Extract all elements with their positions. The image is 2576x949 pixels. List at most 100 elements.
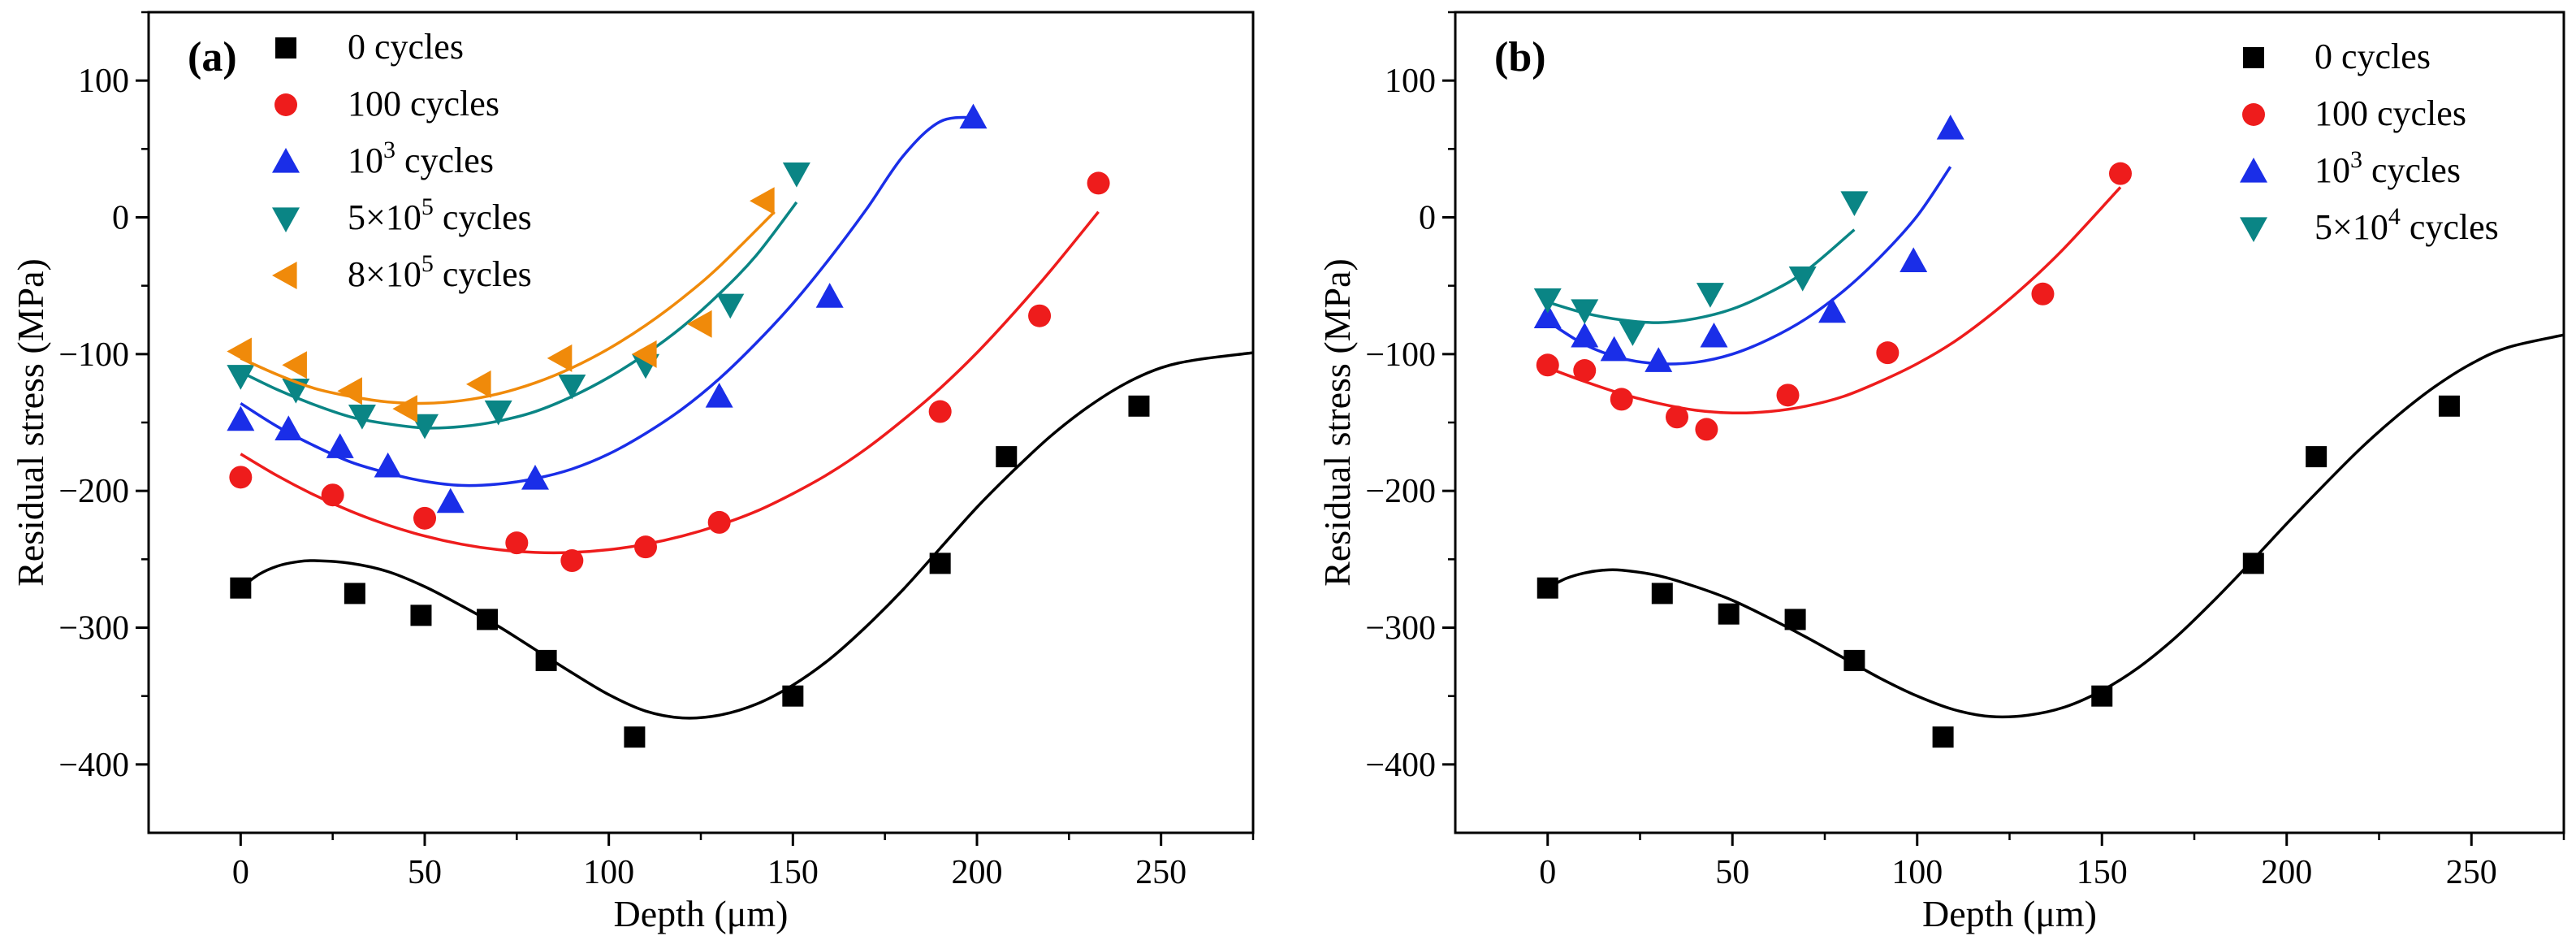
data-point xyxy=(484,400,512,426)
data-point xyxy=(1818,297,1847,323)
series-1 xyxy=(229,171,1110,573)
data-point xyxy=(230,577,252,599)
data-point xyxy=(227,337,252,366)
x-axis-title: Depth (μm) xyxy=(1922,893,2097,934)
data-point xyxy=(560,549,584,573)
legend-marker xyxy=(272,207,300,232)
data-point xyxy=(411,414,439,440)
legend-marker xyxy=(2240,158,2267,183)
data-point xyxy=(1843,649,1865,671)
data-point xyxy=(326,433,354,458)
data-point xyxy=(348,404,376,430)
x-tick-label: 200 xyxy=(2261,854,2312,891)
data-point xyxy=(1718,603,1740,625)
data-point xyxy=(782,162,810,188)
data-point xyxy=(227,365,255,390)
fit-line xyxy=(240,210,776,405)
data-point xyxy=(1666,405,1688,429)
data-point xyxy=(410,604,432,626)
data-point xyxy=(928,400,952,423)
data-point xyxy=(1537,577,1558,599)
legend-entry: 103 cycles xyxy=(348,136,494,180)
x-tick-label: 50 xyxy=(1715,854,1749,891)
data-point xyxy=(624,726,646,748)
chart-panel-b: 0 50 100 150 200 250 100 0 −100 −200 −300 −400 Depth… xyxy=(1316,11,2565,934)
data-point xyxy=(996,446,1018,468)
data-point xyxy=(1028,304,1052,327)
y-tick-label: −100 xyxy=(1365,336,1436,374)
legend-marker xyxy=(275,37,296,58)
legend: 0 cycles 100 cycles 103 cycles 5×104 cycles xyxy=(2240,37,2499,247)
series-3 xyxy=(1533,191,1869,346)
data-point xyxy=(558,374,586,400)
data-point xyxy=(1645,347,1673,372)
data-point xyxy=(1573,359,1597,383)
data-point xyxy=(687,310,712,338)
x-tick-label: 150 xyxy=(2077,854,2128,891)
data-point xyxy=(1536,353,1559,377)
y-tick-label: 0 xyxy=(112,200,129,237)
data-point xyxy=(547,344,573,372)
data-point xyxy=(1700,322,1728,348)
data-point xyxy=(1696,283,1724,308)
data-point xyxy=(1900,247,1928,272)
data-point xyxy=(716,293,745,319)
data-point xyxy=(521,465,549,490)
data-point xyxy=(1840,191,1869,216)
y-tick-label: −300 xyxy=(58,610,129,648)
data-point xyxy=(1533,303,1562,328)
data-point xyxy=(2438,395,2460,417)
data-point xyxy=(344,583,365,604)
data-point xyxy=(229,466,253,489)
data-point xyxy=(413,506,436,530)
data-point xyxy=(477,609,499,630)
data-point xyxy=(959,103,988,129)
plot-frame xyxy=(1454,11,2565,834)
chart-panel-a: 0 50 100 150 200 250 100 0 −100 −200 −300 −400 Depth… xyxy=(10,11,1255,934)
y-tick-label: −400 xyxy=(58,747,129,784)
x-axis-title: Depth (μm) xyxy=(614,893,789,934)
data-point xyxy=(705,383,733,408)
legend-entry: 100 cycles xyxy=(348,84,499,124)
data-point xyxy=(321,483,344,507)
panel-label: (a) xyxy=(188,34,237,80)
data-point xyxy=(392,395,417,423)
series-1 xyxy=(1536,162,2132,441)
data-point xyxy=(1695,418,1718,441)
data-point xyxy=(1619,321,1647,346)
plot-frame xyxy=(147,11,1255,834)
x-tick-label: 0 xyxy=(1539,854,1556,891)
series-2 xyxy=(1533,115,1964,372)
x-tick-label: 250 xyxy=(2446,854,2497,891)
fit-line xyxy=(1546,166,1952,366)
data-point xyxy=(2306,446,2327,468)
x-tick-label: 200 xyxy=(952,854,1003,891)
y-axis-title: Residual stress (MPa) xyxy=(1316,258,1358,587)
data-point xyxy=(2109,162,2132,185)
legend-marker xyxy=(2243,47,2264,68)
data-point xyxy=(1571,322,1599,348)
data-point xyxy=(274,415,303,441)
data-point xyxy=(707,510,731,534)
data-point xyxy=(505,531,529,555)
x-tick-label: 50 xyxy=(408,854,442,891)
plot-area xyxy=(227,103,1253,748)
data-point xyxy=(1932,726,1954,748)
legend-marker xyxy=(272,148,300,173)
x-tick-label: 150 xyxy=(767,854,819,891)
data-point xyxy=(1600,336,1628,362)
x-tick-label: 0 xyxy=(232,854,249,891)
data-point xyxy=(1651,583,1673,604)
legend-entry: 5×104 cycles xyxy=(2315,203,2499,247)
y-tick-label: −400 xyxy=(1365,747,1436,784)
y-tick-label: −200 xyxy=(58,473,129,510)
y-tick-label: 100 xyxy=(1385,63,1436,100)
y-tick-label: 0 xyxy=(1419,200,1436,237)
series-4 xyxy=(227,187,776,423)
plot-area xyxy=(1533,115,2564,748)
series-2 xyxy=(227,103,988,514)
y-tick-label: −200 xyxy=(1365,473,1436,510)
data-point xyxy=(634,535,657,559)
fit-line xyxy=(1547,186,2122,415)
